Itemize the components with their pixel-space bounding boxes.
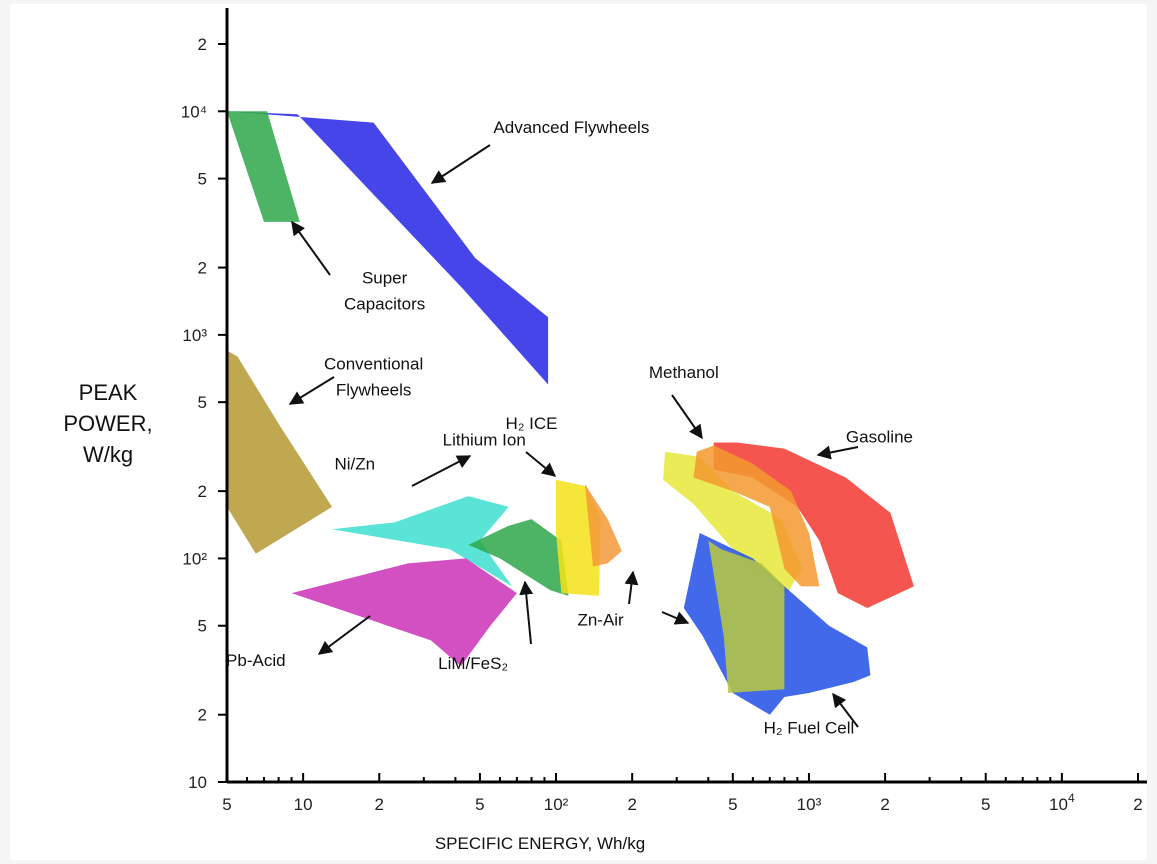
region-super-capacitors — [227, 111, 300, 222]
chart-frame: 5 10 2 5 10² 2 5 10³ 2 5 104 2 10 2 5 10² 2 5 10³ 2 5 10⁴ 2 Ad… — [10, 4, 1147, 860]
region-zn-air — [584, 484, 622, 567]
region-layer — [227, 111, 914, 715]
y-axis-title: PEAK POWER, W/kg — [63, 380, 152, 467]
label-h-ice: H₂ ICE — [506, 414, 558, 433]
label-lim-fes: LiM/FeS₂ — [438, 654, 508, 673]
pointer-arrow — [430, 144, 491, 184]
x-tick-label: 2 — [880, 795, 889, 814]
y-tick-label: 2 — [198, 482, 207, 501]
label-line-2: Flywheels — [336, 380, 412, 399]
region-ni-zn — [332, 496, 513, 587]
region-label-layer: Advanced Flywheels Super Capacitors Convent… — [226, 118, 913, 737]
label-h-fuel-cell: H₂ Fuel Cell — [764, 718, 855, 737]
label-methanol: Methanol — [649, 363, 719, 382]
label-advanced-flywheels: Advanced Flywheels — [493, 118, 649, 137]
label-super-capacitors: Super Capacitors — [344, 268, 425, 313]
region-pb-acid — [291, 558, 517, 667]
x-tick-label: 5 — [222, 795, 231, 814]
axes-layer — [225, 8, 1147, 784]
region-h-fuel-cell-overlap — [708, 540, 785, 693]
label-line-1: Super — [362, 268, 408, 287]
pointer-arrow — [832, 692, 859, 728]
pointer-arrow — [816, 445, 859, 460]
pointer-arrow — [519, 580, 534, 645]
y-axis-title-line-1: PEAK — [79, 380, 138, 405]
label-line-2: Capacitors — [344, 294, 425, 313]
x-tick-label: 104 — [1049, 791, 1075, 814]
x-tick-label: 2 — [1133, 795, 1142, 814]
label-zn-air: Zn-Air — [577, 611, 624, 630]
label-lithium-ion: Lithium Ion — [443, 430, 526, 449]
y-tick-label: 2 — [198, 259, 207, 278]
label-pb-acid: Pb-Acid — [226, 651, 286, 670]
y-axis-title-line-3: W/kg — [83, 442, 133, 467]
y-tick-label: 5 — [198, 170, 207, 189]
region-conventional-flywheels — [227, 350, 332, 554]
y-tick-label: 5 — [198, 393, 207, 412]
y-tick-label: 10 — [188, 773, 207, 792]
arrow-layer — [288, 144, 859, 728]
pointer-arrow — [411, 455, 472, 487]
pointer-arrow — [291, 220, 331, 276]
pointer-arrow — [525, 451, 557, 477]
y-tick-label: 10³ — [182, 326, 207, 345]
x-tick-label: 2 — [627, 795, 636, 814]
y-tick-label: 10² — [182, 549, 207, 568]
pointer-arrow — [288, 376, 335, 405]
pointer-arrow — [317, 615, 371, 655]
pointer-arrow — [624, 570, 639, 605]
x-tick-label: 5 — [728, 795, 737, 814]
region-lim-fes — [468, 519, 569, 596]
region-advanced-flywheels — [227, 111, 549, 385]
label-conventional-flywheels: Conventional Flywheels — [324, 354, 423, 399]
chart-svg: 5 10 2 5 10² 2 5 10³ 2 5 104 2 10 2 5 10² 2 5 10³ 2 5 10⁴ 2 Ad… — [63, 8, 1147, 853]
y-tick-label: 2 — [198, 35, 207, 54]
tick-layer — [218, 43, 1139, 783]
x-axis-title: SPECIFIC ENERGY, Wh/kg — [435, 834, 645, 853]
y-tick-label: 10⁴ — [181, 102, 207, 121]
label-line-1: Conventional — [324, 354, 423, 373]
label-gasoline: Gasoline — [846, 428, 913, 447]
pointer-arrow — [661, 611, 690, 625]
y-axis-title-line-2: POWER, — [63, 411, 152, 436]
x-tick-label: 5 — [475, 795, 484, 814]
x-tick-label: 2 — [375, 795, 384, 814]
label-ni-zn: Ni/Zn — [334, 454, 375, 473]
region-methanol — [663, 451, 803, 594]
x-tick-label: 10 — [294, 795, 313, 814]
y-tick-label: 2 — [198, 706, 207, 725]
y-tick-label: 5 — [198, 617, 207, 636]
pointer-arrow — [671, 394, 703, 440]
region-gasoline-methanol-overlap — [693, 445, 820, 587]
x-tick-label: 5 — [981, 795, 990, 814]
x-tick-label: 10² — [544, 795, 569, 814]
tick-label-layer: 5 10 2 5 10² 2 5 10³ 2 5 104 2 10 2 5 10² 2 5 10³ 2 5 10⁴ 2 — [181, 35, 1143, 814]
x-tick-label: 10³ — [797, 795, 822, 814]
